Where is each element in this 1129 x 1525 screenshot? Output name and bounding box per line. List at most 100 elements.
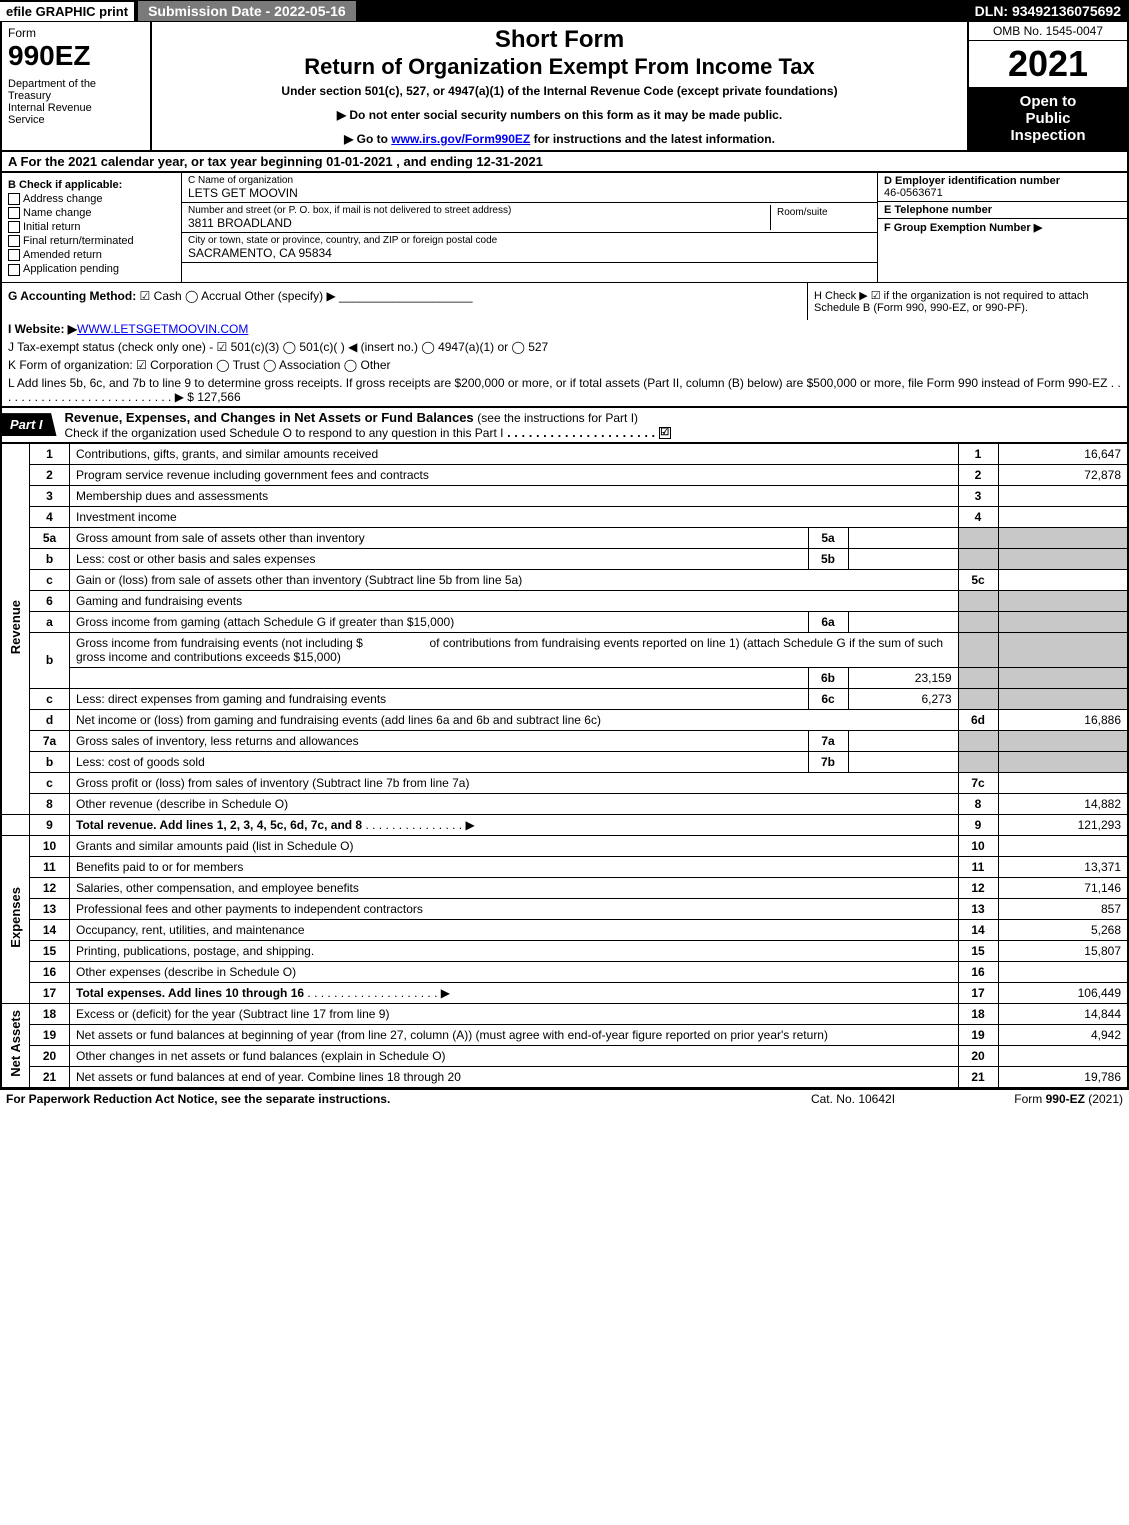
line-19: 19Net assets or fund balances at beginni… [1, 1024, 1128, 1045]
checkbox-icon[interactable] [8, 235, 20, 247]
line-6a: aGross income from gaming (attach Schedu… [1, 611, 1128, 632]
line-7c: cGross profit or (loss) from sales of in… [1, 772, 1128, 793]
line-10: Expenses 10Grants and similar amounts pa… [1, 835, 1128, 856]
line-21: 21Net assets or fund balances at end of … [1, 1066, 1128, 1087]
line-11-value: 13,371 [998, 856, 1128, 877]
department: Department of theTreasuryInternal Revenu… [8, 78, 144, 126]
gross-receipts-row: L Add lines 5b, 6c, and 7b to line 9 to … [0, 374, 1129, 408]
line-1-value: 16,647 [998, 443, 1128, 464]
line-5b: bLess: cost or other basis and sales exp… [1, 548, 1128, 569]
line-6d-value: 16,886 [998, 709, 1128, 730]
line-6b-val: 6b23,159 [1, 667, 1128, 688]
row-a: A For the 2021 calendar year, or tax yea… [0, 152, 1129, 173]
check-initial-return: Initial return [8, 221, 175, 233]
city-cell: City or town, state or province, country… [182, 233, 877, 263]
column-c: C Name of organization LETS GET MOOVIN N… [182, 173, 877, 282]
tax-exempt-status: J Tax-exempt status (check only one) - ☑… [0, 338, 1129, 356]
line-19-value: 4,942 [998, 1024, 1128, 1045]
website-row: I Website: ▶WWW.LETSGETMOOVIN.COM [0, 320, 1129, 338]
line-11: 11Benefits paid to or for members1113,37… [1, 856, 1128, 877]
col-b-title: B Check if applicable: [8, 179, 175, 191]
line-20: 20Other changes in net assets or fund ba… [1, 1045, 1128, 1066]
check-application-pending: Application pending [8, 263, 175, 275]
form-subtitle: Under section 501(c), 527, or 4947(a)(1)… [156, 84, 963, 98]
page-footer: For Paperwork Reduction Act Notice, see … [0, 1088, 1129, 1108]
line-5c: cGain or (loss) from sale of assets othe… [1, 569, 1128, 590]
info-block: B Check if applicable: Address change Na… [0, 173, 1129, 282]
check-address-change: Address change [8, 193, 175, 205]
line-9-value: 121,293 [998, 814, 1128, 835]
line-9: 9Total revenue. Add lines 1, 2, 3, 4, 5c… [1, 814, 1128, 835]
row-g-h: G Accounting Method: ☑ Cash ◯ Accrual Ot… [0, 282, 1129, 320]
column-d: D Employer identification number 46-0563… [877, 173, 1127, 282]
line-6d: dNet income or (loss) from gaming and fu… [1, 709, 1128, 730]
short-form-title: Short Form [156, 26, 963, 54]
address-cell: Number and street (or P. O. box, if mail… [182, 203, 877, 233]
group-exemption-cell: F Group Exemption Number ▶ [878, 219, 1127, 236]
line-15-value: 15,807 [998, 940, 1128, 961]
line-2-value: 72,878 [998, 464, 1128, 485]
line-2: 2Program service revenue including gover… [1, 464, 1128, 485]
line-13-value: 857 [998, 898, 1128, 919]
telephone-cell: E Telephone number [878, 202, 1127, 219]
line-12: 12Salaries, other compensation, and empl… [1, 877, 1128, 898]
org-name: LETS GET MOOVIN [188, 186, 871, 200]
note-link: ▶ Go to www.irs.gov/Form990EZ for instru… [156, 132, 963, 146]
checkbox-icon[interactable] [8, 221, 20, 233]
inspection-badge: Open toPublicInspection [969, 87, 1127, 150]
org-name-cell: C Name of organization LETS GET MOOVIN [182, 173, 877, 203]
line-7b: bLess: cost of goods sold7b [1, 751, 1128, 772]
line-15: 15Printing, publications, postage, and s… [1, 940, 1128, 961]
checkbox-icon[interactable] [8, 193, 20, 205]
checkbox-icon[interactable] [8, 249, 20, 261]
irs-link[interactable]: www.irs.gov/Form990EZ [391, 132, 530, 146]
checkbox-icon[interactable] [8, 207, 20, 219]
gross-receipts-amount: ▶ $ 127,566 [175, 390, 241, 404]
line-14-value: 5,268 [998, 919, 1128, 940]
line-6c-value: 6,273 [848, 688, 958, 709]
schedule-o-checkbox[interactable]: ☑ [659, 427, 671, 439]
form-header: Form 990EZ Department of theTreasuryInte… [0, 22, 1129, 152]
line-18: Net Assets 18Excess or (deficit) for the… [1, 1003, 1128, 1024]
header-left: Form 990EZ Department of theTreasuryInte… [2, 22, 152, 150]
line-17: 17Total expenses. Add lines 10 through 1… [1, 982, 1128, 1003]
line-8: 8Other revenue (describe in Schedule O)8… [1, 793, 1128, 814]
part-tag: Part I [2, 413, 57, 436]
line-4: 4Investment income4 [1, 506, 1128, 527]
schedule-b-check: H Check ▶ ☑ if the organization is not r… [807, 283, 1127, 320]
form-of-organization: K Form of organization: ☑ Corporation ◯ … [0, 356, 1129, 374]
ein-cell: D Employer identification number 46-0563… [878, 173, 1127, 202]
header-middle: Short Form Return of Organization Exempt… [152, 22, 967, 150]
checkbox-icon[interactable] [8, 264, 20, 276]
expenses-vertical-label: Expenses [1, 835, 30, 1003]
line-16: 16Other expenses (describe in Schedule O… [1, 961, 1128, 982]
check-name-change: Name change [8, 207, 175, 219]
room-suite-label: Room/suite [777, 207, 865, 218]
net-assets-vertical-label: Net Assets [1, 1003, 30, 1087]
form-word: Form [8, 26, 144, 40]
line-6b: bGross income from fundraising events (n… [1, 632, 1128, 667]
top-bar: efile GRAPHIC print Submission Date - 20… [0, 0, 1129, 22]
footer-left: For Paperwork Reduction Act Notice, see … [6, 1092, 763, 1106]
street-address: 3811 BROADLAND [188, 216, 770, 230]
footer-right: Form 990-EZ (2021) [943, 1092, 1123, 1106]
dln: DLN: 93492136075692 [975, 3, 1129, 19]
ein-value: 46-0563671 [884, 187, 1121, 199]
form-title: Return of Organization Exempt From Incom… [156, 54, 963, 80]
line-17-value: 106,449 [998, 982, 1128, 1003]
tax-year: 2021 [969, 41, 1127, 87]
submission-date: Submission Date - 2022-05-16 [138, 1, 356, 21]
line-6c: cLess: direct expenses from gaming and f… [1, 688, 1128, 709]
revenue-vertical-label: Revenue [1, 443, 30, 814]
website-link[interactable]: WWW.LETSGETMOOVIN.COM [77, 322, 248, 336]
line-6: 6Gaming and fundraising events [1, 590, 1128, 611]
line-5a: 5aGross amount from sale of assets other… [1, 527, 1128, 548]
line-14: 14Occupancy, rent, utilities, and mainte… [1, 919, 1128, 940]
part-1-table: Revenue 1Contributions, gifts, grants, a… [0, 443, 1129, 1088]
efile-label: efile GRAPHIC print [0, 2, 134, 21]
line-6b-value: 23,159 [848, 667, 958, 688]
line-21-value: 19,786 [998, 1066, 1128, 1087]
city-state-zip: SACRAMENTO, CA 95834 [188, 246, 871, 260]
omb-number: OMB No. 1545-0047 [969, 22, 1127, 41]
accounting-method: G Accounting Method: ☑ Cash ◯ Accrual Ot… [2, 283, 807, 320]
